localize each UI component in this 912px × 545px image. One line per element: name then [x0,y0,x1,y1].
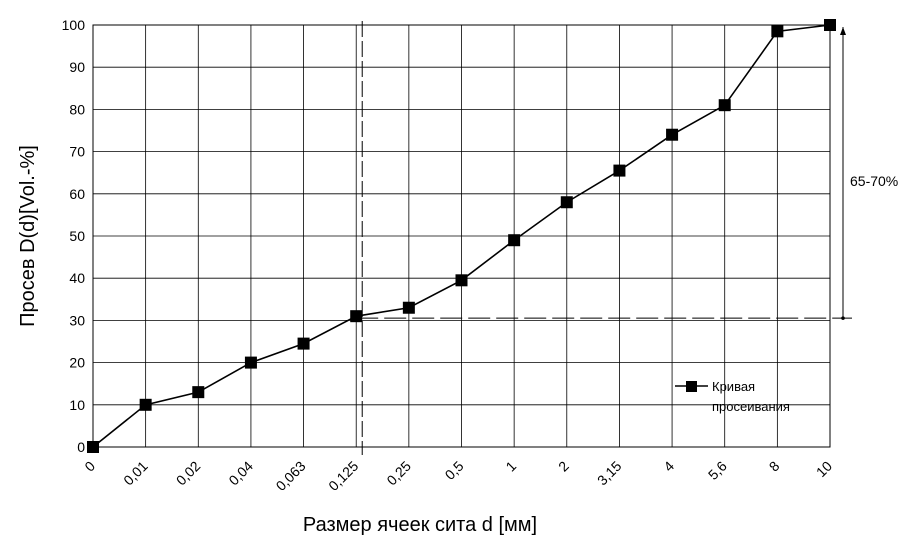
y-tick-label: 80 [69,101,85,117]
reference-lines [356,21,852,455]
y-tick-label: 20 [69,355,85,371]
y-tick-label: 90 [69,59,85,75]
y-tick-labels: 0 10 20 30 40 50 60 70 80 90 100 [62,17,86,455]
data-point-marker [613,164,626,177]
x-tick-label: 8 [766,458,783,475]
data-point-marker [402,301,415,314]
legend-marker [686,381,697,392]
y-tick-label: 10 [69,397,85,413]
x-tick-label: 0,063 [273,458,309,494]
data-point-marker [350,310,363,323]
x-tick-label: 5,6 [705,458,730,483]
x-tick-label: 0,125 [325,458,361,494]
x-tick-label: 0,04 [225,458,256,489]
data-point-marker [244,356,257,369]
range-arrow-head [840,27,846,35]
x-tick-label: 1 [502,458,519,475]
x-tick-label: 4 [660,458,677,475]
x-tick-label: 2 [555,458,572,475]
series-group [87,19,836,453]
data-point-marker [771,25,784,38]
data-point-marker [192,386,205,399]
legend: Кривая просеивания [675,379,790,414]
y-tick-label: 100 [62,17,86,33]
range-annotation: 65-70% [850,173,898,189]
data-point-marker [455,274,468,287]
range-arrow-end [841,316,845,320]
x-tick-label: 0,01 [120,458,151,489]
x-tick-labels: 0 0,01 0,02 0,04 0,063 0,125 0,25 0,5 1 2 3,15 4 5,6… [81,458,835,494]
data-point-marker [297,337,310,350]
data-point-marker [824,19,836,31]
x-tick-label: 0,5 [442,458,467,483]
grid-lines [92,24,831,448]
x-tick-label: 10 [813,458,835,480]
x-axis-title: Размер ячеек сита d [мм] [303,514,537,536]
data-point-marker [666,128,679,141]
x-tick-label: 3,15 [594,458,625,489]
y-tick-label: 0 [77,439,85,455]
data-point-marker [139,398,152,411]
plot-frame [92,24,831,448]
data-point-marker [508,234,521,247]
legend-label-line-1: Кривая [712,379,755,394]
x-tick-label: 0,25 [383,458,414,489]
data-point-marker [718,99,731,112]
data-point-marker [87,441,99,453]
y-axis-title: Просев D(d)[Vol.-%] [17,145,39,327]
x-tick-label: 0,02 [173,458,204,489]
legend-label-line-2: просеивания [712,399,790,414]
data-point-marker [560,196,573,209]
y-tick-label: 30 [69,312,85,328]
x-tick-label: 0 [81,458,98,475]
y-tick-label: 50 [69,228,85,244]
y-tick-label: 70 [69,144,85,160]
y-tick-label: 40 [69,270,85,286]
y-tick-label: 60 [69,186,85,202]
